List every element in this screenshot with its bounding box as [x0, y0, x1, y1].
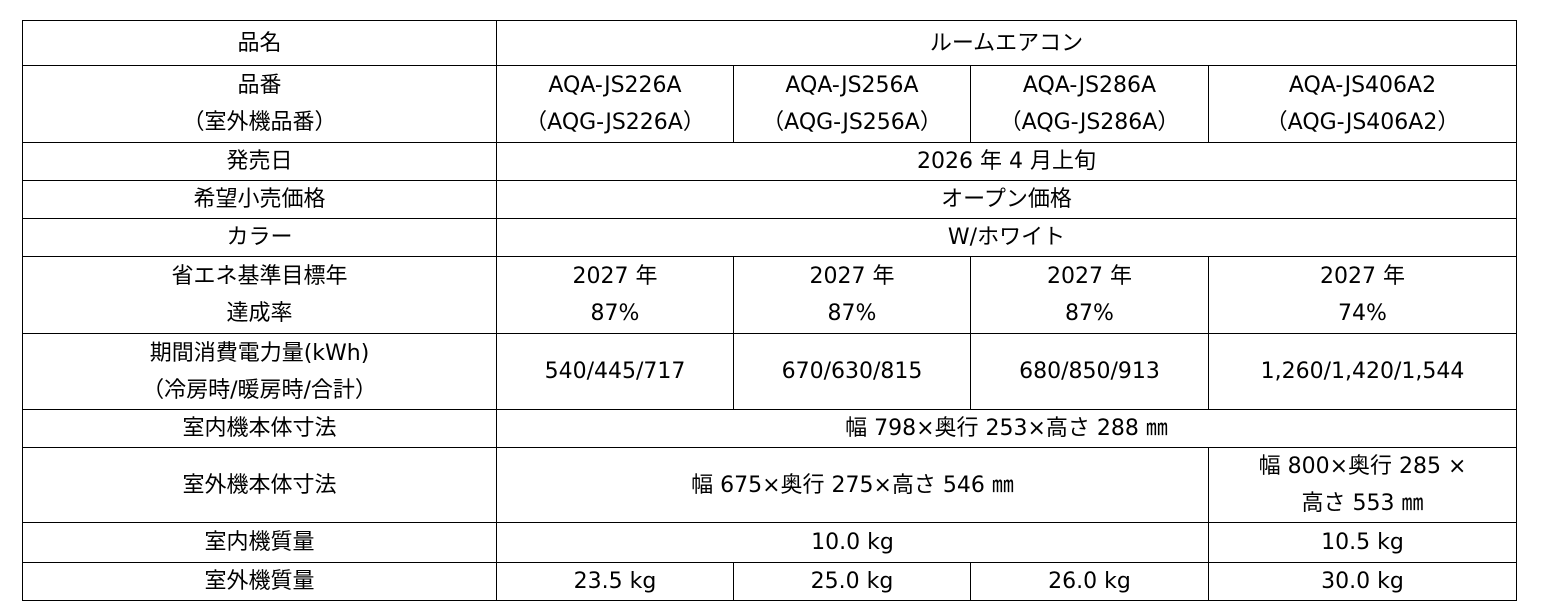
cell-text: 670/630/815 [781, 359, 923, 384]
cell-text: 87% [590, 301, 640, 326]
row-label: 室外機質量 [22, 562, 497, 601]
cell-text: 高さ 553 ㎜ [1301, 491, 1424, 516]
cell-text: 540/445/717 [544, 359, 686, 384]
cell-text: AQA-JS256A [785, 73, 919, 98]
value-cell: 10.5 kg [1208, 522, 1517, 563]
cell-text: 2027 年 [1320, 264, 1405, 289]
value-cell: 680/850/913 [970, 333, 1209, 410]
cell-text: ルームエアコン [929, 30, 1084, 56]
cell-text: 2026 年 4 月上旬 [917, 149, 1096, 174]
cell-text: W/ホワイト [947, 225, 1066, 250]
cell-text: 87% [827, 301, 877, 326]
row-label: カラー [22, 218, 497, 257]
cell-text: （AQG-JS256A） [762, 110, 942, 135]
cell-text: 達成率 [226, 301, 293, 326]
value-cell: AQA-JS406A2 （AQG-JS406A2） [1208, 65, 1517, 143]
table-row: 室内機質量 10.0 kg 10.5 kg [22, 522, 1517, 563]
cell-text: AQA-JS406A2 [1288, 73, 1437, 98]
cell-text: 25.0 kg [810, 569, 894, 594]
table-row: 希望小売価格 オープン価格 [22, 180, 1517, 219]
value-cell: 670/630/815 [733, 333, 971, 410]
value-cell: ルームエアコン [496, 20, 1517, 66]
cell-text: （室外機品番） [182, 110, 337, 135]
table-row: カラー W/ホワイト [22, 218, 1517, 257]
cell-text: 室内機質量 [204, 530, 315, 555]
value-cell: 幅 798×奥行 253×高さ 288 ㎜ [496, 409, 1517, 448]
cell-text: 87% [1065, 301, 1114, 326]
row-label: 発売日 [22, 142, 497, 181]
cell-text: 省エネ基準目標年 [171, 264, 348, 289]
cell-text: 10.0 kg [811, 530, 894, 555]
row-label: 希望小売価格 [22, 180, 497, 219]
value-cell: 2027 年 74% [1208, 256, 1517, 334]
cell-text: 2027 年 [809, 264, 895, 289]
table-row: 室外機質量 23.5 kg 25.0 kg 26.0 kg 30.0 kg [22, 562, 1517, 601]
cell-text: 30.0 kg [1321, 569, 1404, 594]
value-cell: AQA-JS226A （AQG-JS226A） [496, 65, 734, 143]
cell-text: 幅 800×奥行 285 × [1258, 454, 1467, 479]
cell-text: 23.5 kg [573, 569, 657, 594]
value-cell: AQA-JS256A （AQG-JS256A） [733, 65, 971, 143]
cell-text: 2027 年 [572, 264, 658, 289]
cell-text: 1,260/1,420/1,544 [1260, 359, 1465, 384]
value-cell: 2027 年 87% [733, 256, 971, 334]
cell-text: 品名 [237, 30, 282, 56]
row-label: 品番 （室外機品番） [22, 65, 497, 143]
cell-text: オープン価格 [941, 187, 1072, 212]
table-row: 室内機本体寸法 幅 798×奥行 253×高さ 288 ㎜ [22, 409, 1517, 448]
value-cell: AQA-JS286A （AQG-JS286A） [970, 65, 1209, 143]
row-label: 期間消費電力量(kWh) （冷房時/暖房時/合計） [22, 333, 497, 410]
value-cell: 26.0 kg [970, 562, 1209, 601]
value-cell: 30.0 kg [1208, 562, 1517, 601]
cell-text: 室外機質量 [204, 569, 315, 594]
row-label: 省エネ基準目標年 達成率 [22, 256, 497, 334]
value-cell: 幅 675×奥行 275×高さ 546 ㎜ [496, 447, 1209, 523]
row-label: 室外機本体寸法 [22, 447, 497, 523]
cell-text: （冷房時/暖房時/合計） [142, 377, 377, 403]
cell-text: 希望小売価格 [193, 187, 326, 212]
table-row: 品番 （室外機品番） AQA-JS226A （AQG-JS226A） AQA-JS256… [22, 65, 1517, 143]
cell-text: （AQG-JS286A） [999, 110, 1180, 135]
value-cell: 10.0 kg [496, 522, 1209, 563]
cell-text: 74% [1338, 301, 1387, 326]
cell-text: 室外機本体寸法 [182, 472, 337, 498]
value-cell: 23.5 kg [496, 562, 734, 601]
table-row: 発売日 2026 年 4 月上旬 [22, 142, 1517, 181]
cell-text: （AQG-JS226A） [525, 110, 705, 135]
cell-text: （AQG-JS406A2） [1265, 110, 1460, 135]
cell-text: 発売日 [226, 149, 293, 174]
value-cell: 幅 800×奥行 285 × 高さ 553 ㎜ [1208, 447, 1517, 523]
cell-text: 680/850/913 [1019, 359, 1160, 384]
value-cell: 1,260/1,420/1,544 [1208, 333, 1517, 410]
value-cell: 25.0 kg [733, 562, 971, 601]
value-cell: 2027 年 87% [496, 256, 734, 334]
value-cell: 540/445/717 [496, 333, 734, 410]
cell-text: 10.5 kg [1321, 530, 1404, 555]
cell-text: 幅 675×奥行 275×高さ 546 ㎜ [691, 472, 1014, 498]
cell-text: AQA-JS226A [548, 73, 682, 98]
cell-text: 期間消費電力量(kWh) [149, 340, 370, 366]
value-cell: 2026 年 4 月上旬 [496, 142, 1517, 181]
cell-text: AQA-JS286A [1022, 73, 1157, 98]
cell-text: カラー [226, 225, 293, 250]
cell-text: 26.0 kg [1048, 569, 1131, 594]
table-row: 室外機本体寸法 幅 675×奥行 275×高さ 546 ㎜ 幅 800×奥行 285… [22, 447, 1517, 523]
table-row: 省エネ基準目標年 達成率 2027 年 87% 2027 年 87% 2027 年 87% 20… [22, 256, 1517, 334]
value-cell: オープン価格 [496, 180, 1517, 219]
row-label: 室内機本体寸法 [22, 409, 497, 448]
row-label: 室内機質量 [22, 522, 497, 563]
value-cell: W/ホワイト [496, 218, 1517, 257]
cell-text: 品番 [237, 73, 282, 98]
spec-table: 品名 ルームエアコン品番 （室外機品番） AQA-JS226A （AQG-JS226A）… [22, 20, 1517, 601]
table-row: 品名 ルームエアコン [22, 20, 1517, 66]
cell-text: 室内機本体寸法 [182, 416, 337, 441]
cell-text: 幅 798×奥行 253×高さ 288 ㎜ [845, 416, 1168, 441]
table-row: 期間消費電力量(kWh) （冷房時/暖房時/合計） 540/445/717 670/6… [22, 333, 1517, 410]
cell-text: 2027 年 [1047, 264, 1132, 289]
row-label: 品名 [22, 20, 497, 66]
value-cell: 2027 年 87% [970, 256, 1209, 334]
